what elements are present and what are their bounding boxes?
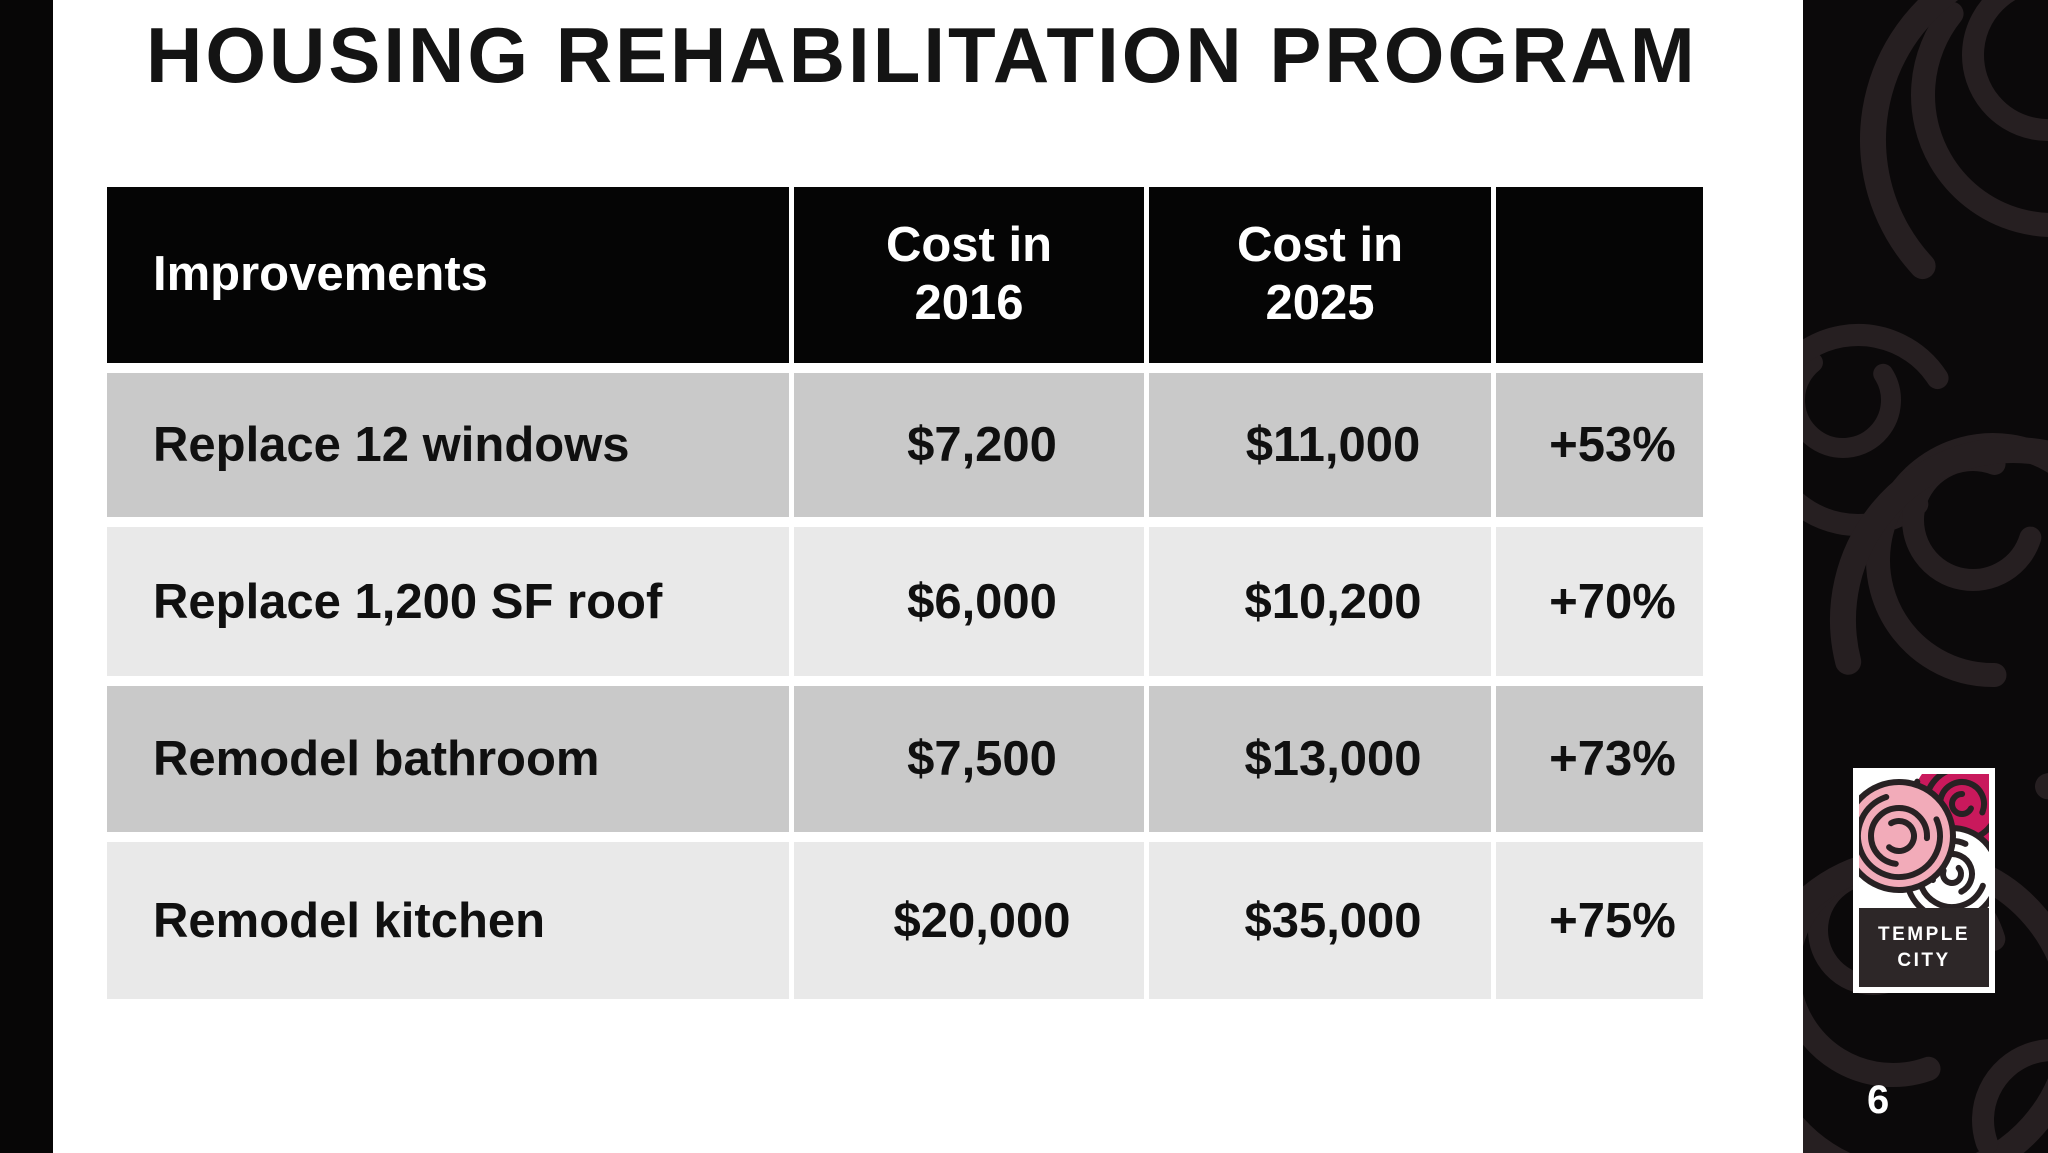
table-cell-cost-2025: $13,000 <box>1149 686 1491 832</box>
table-cell-cost-2016: $7,500 <box>794 686 1144 832</box>
table-cell-cost-2016: $7,200 <box>794 373 1144 517</box>
logo-label: TEMPLE CITY <box>1859 908 1989 987</box>
sidebar: TEMPLE CITY 6 <box>1803 0 2048 1153</box>
table-cell-improvement: Replace 12 windows <box>107 373 789 517</box>
camellia-flowers-icon <box>1859 774 1989 908</box>
table-header-cost-2025: Cost in 2025 <box>1149 187 1491 363</box>
table-cell-improvement: Replace 1,200 SF roof <box>107 527 789 676</box>
table-cell-change: +75% <box>1496 842 1703 999</box>
left-edge-bar <box>0 0 53 1153</box>
table-header-cost-2016: Cost in 2016 <box>794 187 1144 363</box>
table-cell-cost-2016: $20,000 <box>794 842 1144 999</box>
logo-text-city: CITY <box>1897 949 1951 971</box>
table-cell-improvement: Remodel kitchen <box>107 842 789 999</box>
table-cell-change: +70% <box>1496 527 1703 676</box>
temple-city-logo: TEMPLE CITY <box>1853 768 1995 993</box>
page-number: 6 <box>1867 1078 1890 1122</box>
table-header-improvements: Improvements <box>107 187 789 363</box>
table-cell-cost-2025: $35,000 <box>1149 842 1491 999</box>
slide-title: HOUSING REHABILITATION PROGRAM <box>146 11 1698 99</box>
table-cell-cost-2025: $11,000 <box>1149 373 1491 517</box>
table-cell-cost-2025: $10,200 <box>1149 527 1491 676</box>
table-cell-improvement: Remodel bathroom <box>107 686 789 832</box>
table-cell-change: +73% <box>1496 686 1703 832</box>
logo-text-temple: TEMPLE <box>1877 923 1971 945</box>
table-cell-cost-2016: $6,000 <box>794 527 1144 676</box>
cost-table: Improvements Cost in 2016 Cost in 2025 R… <box>107 187 1703 999</box>
table-header-change <box>1496 187 1703 363</box>
table-cell-change: +53% <box>1496 373 1703 517</box>
